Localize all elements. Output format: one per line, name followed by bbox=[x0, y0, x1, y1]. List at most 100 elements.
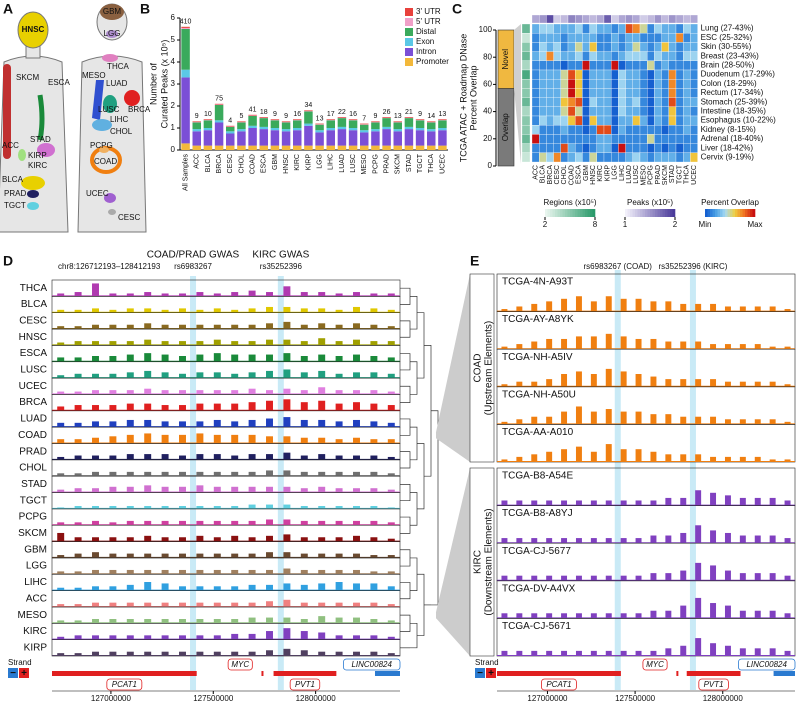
heatmap-cell bbox=[582, 125, 590, 135]
signal-bar bbox=[590, 500, 597, 506]
organ-label: LIHC bbox=[110, 115, 128, 124]
heatmap-cell bbox=[683, 125, 691, 135]
strand-box bbox=[486, 668, 496, 678]
heatmap-cell bbox=[603, 106, 612, 117]
signal-bar bbox=[248, 486, 256, 493]
signal-bar bbox=[231, 455, 239, 460]
signal-bar bbox=[353, 390, 360, 395]
x-tick-label: KIRC bbox=[294, 154, 301, 171]
signal-bar bbox=[300, 471, 308, 477]
signal-bar bbox=[300, 537, 308, 542]
signal-bar bbox=[213, 454, 221, 460]
signal-bar bbox=[353, 520, 360, 526]
signal-bar bbox=[387, 522, 395, 526]
signal-bar bbox=[231, 373, 239, 379]
bar-segment bbox=[248, 125, 257, 128]
panel-label: B bbox=[140, 1, 150, 17]
heatmap-cell bbox=[531, 79, 540, 89]
signal-bar bbox=[109, 522, 117, 526]
heatmap-cell bbox=[546, 88, 554, 98]
heatmap-cell bbox=[611, 42, 619, 52]
signal-bar bbox=[318, 632, 326, 640]
signal-bar bbox=[57, 636, 65, 640]
signal-bar bbox=[318, 338, 326, 346]
heatmap-cell bbox=[683, 23, 691, 34]
heatmap-cell bbox=[654, 143, 662, 153]
signal-bar bbox=[283, 470, 291, 477]
signal-bar bbox=[109, 405, 117, 411]
signal-bar bbox=[300, 292, 308, 297]
heatmap-cell bbox=[596, 115, 605, 126]
track-label: PRAD bbox=[19, 446, 47, 457]
signal-bar bbox=[710, 303, 717, 312]
signal-bar bbox=[109, 635, 117, 640]
signal-bar bbox=[300, 437, 308, 444]
signal-bar bbox=[74, 326, 82, 330]
signal-bar bbox=[605, 650, 612, 656]
signal-bar bbox=[161, 324, 169, 330]
signal-bar bbox=[196, 535, 204, 542]
sample-count: 10 bbox=[204, 111, 212, 118]
organ-label: LUSC bbox=[98, 105, 120, 114]
bar-segment bbox=[337, 126, 347, 130]
signal-bar bbox=[561, 500, 568, 506]
signal-bar bbox=[739, 419, 746, 425]
snp-highlight bbox=[614, 270, 621, 690]
colorbar-step bbox=[557, 209, 561, 217]
heatmap-cell bbox=[654, 97, 662, 107]
sample-count: 18 bbox=[260, 109, 268, 116]
heatmap-cell bbox=[625, 143, 633, 153]
signal-bar bbox=[739, 497, 746, 506]
signal-bar bbox=[387, 391, 395, 395]
signal-bar bbox=[516, 650, 523, 656]
heatmap-cell bbox=[575, 42, 583, 52]
snp-highlight bbox=[689, 270, 696, 690]
snp-highlight bbox=[190, 276, 197, 690]
x-tick-label: LGG bbox=[316, 154, 323, 169]
signal-bar bbox=[635, 650, 642, 656]
signal-bar bbox=[353, 569, 360, 575]
heatmap-cell bbox=[603, 69, 612, 80]
signal-bar bbox=[370, 506, 378, 509]
bar-segment bbox=[181, 26, 190, 28]
bar-segment bbox=[259, 117, 268, 118]
signal-bar bbox=[248, 537, 256, 542]
signal-bar bbox=[57, 456, 65, 460]
panel-a-bodies bbox=[0, 3, 147, 233]
signal-bar bbox=[710, 379, 717, 387]
signal-bar bbox=[300, 569, 308, 575]
signal-bar bbox=[283, 534, 291, 542]
heatmap-cell bbox=[539, 79, 547, 89]
organ-label: ACC bbox=[2, 141, 19, 150]
colorbar-step bbox=[662, 209, 666, 217]
gene-label-box bbox=[106, 678, 143, 691]
signal-bar bbox=[318, 308, 326, 313]
sample-count: 34 bbox=[305, 102, 313, 109]
signal-bar bbox=[283, 486, 291, 493]
heatmap-cell bbox=[531, 152, 540, 163]
bar-segment bbox=[315, 130, 324, 133]
heatmap-cell bbox=[539, 51, 547, 61]
signal-bar bbox=[144, 433, 152, 444]
signal-bar bbox=[300, 356, 308, 362]
heatmap-cell bbox=[611, 115, 619, 126]
signal-bar bbox=[144, 535, 152, 542]
signal-bar bbox=[575, 500, 582, 506]
signal-bar bbox=[196, 403, 204, 411]
bar-segment bbox=[203, 120, 213, 128]
x-tick-label: TGCT bbox=[417, 153, 424, 173]
signal-bar bbox=[650, 338, 657, 350]
signal-bar bbox=[109, 356, 117, 362]
signal-bar bbox=[248, 633, 256, 640]
heatmap-cell bbox=[618, 79, 626, 89]
signal-bar bbox=[531, 613, 538, 619]
dendrogram bbox=[400, 287, 411, 305]
signal-bar bbox=[620, 650, 627, 656]
signal-bar bbox=[335, 651, 343, 656]
bar-segment bbox=[281, 145, 291, 150]
organ-stad bbox=[37, 143, 55, 157]
colorbar-step bbox=[660, 209, 663, 217]
heatmap-cell bbox=[618, 33, 626, 43]
organ-label: BLCA bbox=[2, 175, 24, 184]
heatmap-cell bbox=[675, 115, 684, 126]
